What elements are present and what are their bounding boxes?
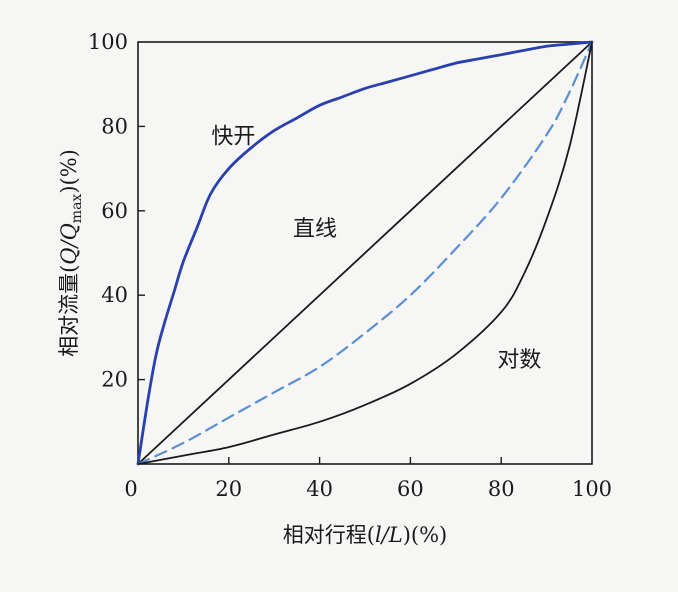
x-axis-ticks: 0 20 40 60 80 100: [124, 457, 612, 501]
x-tick-label: 100: [572, 477, 612, 501]
y-tick-label: 80: [101, 114, 128, 138]
x-tick-label: 20: [215, 477, 242, 501]
y-tick-label: 60: [101, 199, 128, 223]
x-tick-label: 0: [124, 477, 137, 501]
series-linear-line: [137, 41, 593, 465]
y-tick-label: 20: [101, 368, 128, 392]
series-dashed-line: [136, 40, 594, 466]
x-axis-title: 相对行程(l/L)(%): [283, 523, 448, 547]
y-axis-ticks: 20 40 60 80 100: [88, 30, 145, 392]
y-axis-title: 相对流量(Q/Qmax)(%): [57, 149, 85, 357]
y-tick-label: 40: [101, 283, 128, 307]
series-quick-open-line: [136, 40, 594, 466]
curve-label: 直线: [293, 217, 337, 242]
x-tick-label: 40: [306, 477, 333, 501]
plot-frame: [137, 41, 593, 465]
curve-label: 快开: [211, 124, 255, 149]
y-tick-label: 100: [88, 30, 128, 54]
series-layer: [136, 40, 594, 466]
x-tick-label: 80: [488, 477, 515, 501]
x-tick-label: 60: [397, 477, 424, 501]
curve-label: 对数: [497, 348, 541, 373]
series-log-line: [137, 41, 593, 465]
